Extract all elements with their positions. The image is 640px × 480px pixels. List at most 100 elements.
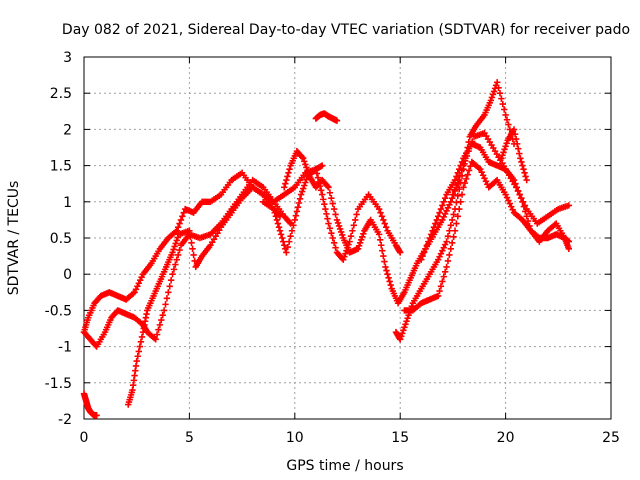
satellite-track-5-point <box>302 161 309 168</box>
satellite-track-8-point <box>454 213 462 220</box>
satellite-track-4-point <box>325 220 332 227</box>
satellite-track-12-point <box>512 135 520 143</box>
satellite-track-11-point <box>93 412 100 419</box>
satellite-track-5-point <box>284 173 291 180</box>
satellite-track-12-point <box>523 176 530 184</box>
satellite-track-12-point <box>498 155 505 162</box>
satellite-track-4-point <box>284 243 291 251</box>
satellite-track-3-point <box>137 338 145 345</box>
satellite-track-12 <box>498 126 530 184</box>
satellite-track-2-point <box>176 246 183 254</box>
satellite-track-8-point <box>456 205 463 213</box>
satellite-track-6 <box>312 110 341 124</box>
satellite-track-2-point <box>152 336 159 343</box>
satellite-track-8-point <box>460 184 467 191</box>
satellite-track-5-point <box>298 153 306 161</box>
satellite-track-9-point <box>432 220 439 227</box>
satellite-track-4-point <box>324 215 331 222</box>
satellite-track-4-point <box>397 249 404 256</box>
satellite-track-5-point <box>329 200 336 207</box>
satellite-track-8-point <box>441 268 449 275</box>
satellite-track-4-point <box>352 216 359 224</box>
satellite-track-5-point <box>447 198 454 205</box>
satellite-track-5-point <box>376 236 384 244</box>
points-layer <box>80 79 573 419</box>
satellite-track-7 <box>392 79 518 343</box>
satellite-track-5-point <box>282 180 289 187</box>
satellite-track-5-point <box>384 271 391 278</box>
satellite-track-10-point <box>565 202 573 209</box>
satellite-track-4-point <box>271 209 278 216</box>
satellite-track-10 <box>449 129 573 227</box>
satellite-track-2-point <box>155 326 162 333</box>
satellite-track-5-point <box>305 170 312 177</box>
y-tick-label: -1.5 <box>45 376 72 392</box>
satellite-track-4-point <box>323 210 330 218</box>
satellite-track-5-point <box>286 166 293 173</box>
satellite-track-3-point <box>133 357 140 365</box>
x-tick-label: 15 <box>391 430 409 446</box>
satellite-track-3-point <box>190 251 197 259</box>
satellite-track-3-point <box>173 237 180 244</box>
satellite-track-5-point <box>332 211 339 218</box>
satellite-track-5-point <box>301 158 308 165</box>
satellite-track-5-point <box>324 182 331 190</box>
satellite-track-4-point <box>295 199 303 207</box>
x-tick-label: 10 <box>286 430 304 446</box>
satellite-track-2-point <box>158 316 165 324</box>
satellite-track-3-point <box>135 348 143 355</box>
satellite-track-4-point <box>332 244 339 251</box>
satellite-track-1-point <box>179 213 186 220</box>
satellite-track-12-point <box>520 166 527 173</box>
satellite-track-4-point <box>321 201 328 208</box>
satellite-track-5-point <box>330 205 338 213</box>
y-tick-label: 2 <box>63 122 72 138</box>
satellite-track-4-point <box>378 213 386 220</box>
satellite-track-2 <box>80 176 294 350</box>
satellite-track-4-point <box>340 256 347 263</box>
satellite-track-2-point <box>156 321 164 329</box>
satellite-track-9-point <box>565 245 573 253</box>
satellite-track-4-point <box>292 212 300 219</box>
satellite-track-12-point <box>522 173 529 180</box>
satellite-track-12-point <box>518 158 525 166</box>
satellite-track-4-point <box>287 232 294 240</box>
satellite-track-8-point <box>443 263 450 271</box>
satellite-track-7-point <box>404 315 411 322</box>
satellite-track-8-point <box>447 245 454 253</box>
satellite-track-5-point <box>281 184 288 191</box>
satellite-track-9-point <box>440 198 447 205</box>
satellite-track-7-point <box>498 95 505 102</box>
satellite-track-2-point <box>166 283 173 290</box>
satellite-track-8-point <box>463 175 470 183</box>
satellite-track-7-point <box>400 327 407 334</box>
satellite-track-4-point <box>319 191 326 198</box>
satellite-track-3-point <box>188 239 195 247</box>
satellite-track-8-point <box>434 292 442 300</box>
satellite-track-5-point <box>300 155 307 162</box>
satellite-track-5-point <box>337 228 345 236</box>
satellite-track-9-point <box>441 194 449 202</box>
satellite-track-3-point <box>169 249 176 256</box>
satellite-track-7-point <box>403 318 410 325</box>
satellite-track-4-point <box>314 174 322 181</box>
satellite-track-7-point <box>505 121 512 128</box>
satellite-track-12-point <box>519 162 526 169</box>
satellite-track-9-point <box>418 256 425 263</box>
satellite-track-3-point <box>187 233 194 240</box>
satellite-track-4-point <box>274 220 282 227</box>
satellite-track-8-point <box>436 287 443 295</box>
satellite-track-5-point <box>382 263 389 271</box>
satellite-track-4-point <box>302 179 309 186</box>
satellite-track-4-point <box>322 205 329 213</box>
satellite-track-3-point <box>170 246 177 253</box>
satellite-track-4-point <box>320 196 327 203</box>
satellite-track-4-point <box>294 204 302 211</box>
satellite-track-10-point <box>454 176 462 184</box>
satellite-track-12-point <box>510 126 518 133</box>
y-axis-label: SDTVAR / TECUs <box>6 181 22 296</box>
satellite-track-5-point <box>326 189 334 196</box>
satellite-track-7-point <box>499 100 506 108</box>
satellite-track-3-point <box>189 245 196 253</box>
